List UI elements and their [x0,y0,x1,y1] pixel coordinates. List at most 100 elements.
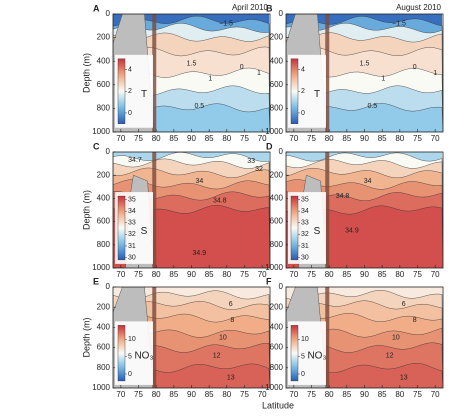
x-tick-label: 85 [169,270,178,279]
x-tick-label: 70 [116,390,125,399]
contour-label: 13 [400,375,408,382]
ridge [152,152,157,268]
contour-label: 8 [230,317,234,324]
variable-label: NO₃ [134,351,153,362]
panel-letter: F [266,276,272,286]
ridge [325,14,330,132]
contour-label: 12 [386,353,394,360]
x-axis-label: Latitude [262,400,294,410]
x-tick-label: 75 [307,390,316,399]
x-tick-label: 85 [378,390,387,399]
panel: 0 200 400 600 800 1000 70 75 80 85 90 85 80 75 70 F 6 8 10… [265,276,444,399]
x-tick-label: 80 [152,270,161,279]
y-axis-label: Depth (m) [81,317,91,357]
panel-letter: D [266,141,273,151]
y-axis-label: Depth (m) [81,53,91,93]
variable-label: NO₃ [307,351,326,362]
contour-label: 12 [213,353,221,360]
contour-label: 10 [392,334,400,341]
colorbar-tick-label: 31 [301,243,309,250]
colorbar [117,325,126,382]
panel-letter: E [93,276,99,286]
colorbar-tick-label: 0 [301,110,305,117]
colorbar-tick-label: 0 [301,371,305,378]
y-tick-label: 800 [97,363,111,372]
x-tick-label: 70 [289,134,298,143]
x-tick-label: 75 [240,134,249,143]
y-tick-label: 600 [270,217,284,226]
y-tick-label: 200 [270,33,284,42]
x-tick-label: 70 [431,134,440,143]
x-tick-label: 70 [258,390,267,399]
panel: 0 200 400 600 800 1000 70 75 80 85 90 85 80 75 70 D 34 34… [265,141,444,279]
contour-label: −1.5 [392,20,406,27]
contour-label: 1 [208,76,212,83]
y-tick-label: 0 [279,147,284,156]
y-tick-label: 400 [97,194,111,203]
panel-letter: C [93,141,100,151]
contour-label: 34.9 [193,250,207,257]
colorbar [290,195,299,261]
y-tick-label: 800 [270,363,284,372]
colorbar-tick-label: 32 [128,231,136,238]
x-tick-label: 70 [289,390,298,399]
panel: 0 200 400 600 800 1000 70 75 80 85 90 85 80 75 70 C Dept… [81,141,271,279]
y-tick-label: 0 [106,147,111,156]
ridge [152,14,157,132]
colorbar-tick-label: 30 [301,254,309,261]
y-tick-label: 400 [270,56,284,65]
x-tick-label: 85 [342,270,351,279]
contour-label: 1 [433,70,437,77]
x-tick-label: 85 [205,134,214,143]
x-tick-label: 75 [134,390,143,399]
colorbar [290,325,299,382]
x-tick-label: 85 [169,390,178,399]
x-tick-label: 75 [240,270,249,279]
contour-label: 1.5 [187,60,197,67]
contour-label: 34.8 [213,198,227,205]
contour-label: 6 [229,301,233,308]
colorbar-tick-label: 31 [128,243,136,250]
x-tick-label: 75 [413,390,422,399]
colorbar [117,58,126,124]
x-tick-label: 90 [187,390,196,399]
x-tick-label: 70 [116,270,125,279]
x-tick-label: 80 [222,134,231,143]
x-tick-label: 70 [258,134,267,143]
panel-letter: B [266,3,273,13]
x-tick-label: 80 [395,390,404,399]
x-tick-label: 80 [222,390,231,399]
contour-label: −1.5 [219,20,233,27]
contour-label: 34 [364,178,372,185]
y-tick-label: 800 [97,104,111,113]
y-tick-label: 1000 [265,263,283,272]
x-tick-label: 75 [413,270,422,279]
contour-label: 8 [413,317,417,324]
x-tick-label: 85 [342,134,351,143]
y-tick-label: 0 [106,9,111,18]
colorbar-tick-label: 34 [128,208,136,215]
x-tick-label: 90 [360,270,369,279]
x-tick-label: 80 [325,390,334,399]
contour-label: 34.8 [336,193,350,200]
x-tick-label: 75 [134,134,143,143]
colorbar-tick-label: 10 [301,336,309,343]
y-tick-label: 400 [270,323,284,332]
y-tick-label: 1000 [265,383,283,392]
x-tick-label: 80 [395,270,404,279]
ridge [325,152,330,268]
y-tick-label: 0 [106,282,111,291]
y-tick-label: 400 [97,323,111,332]
y-tick-label: 200 [97,33,111,42]
y-tick-label: 800 [270,104,284,113]
contour-label: 10 [219,334,227,341]
y-tick-label: 0 [279,9,284,18]
contour-label: 6 [402,301,406,308]
x-tick-label: 85 [169,134,178,143]
contour-label: 0.5 [194,103,204,110]
x-tick-label: 70 [431,270,440,279]
x-tick-label: 85 [378,134,387,143]
panel-title: April 2010 [232,3,269,12]
contour-label: 34.9 [345,228,359,235]
